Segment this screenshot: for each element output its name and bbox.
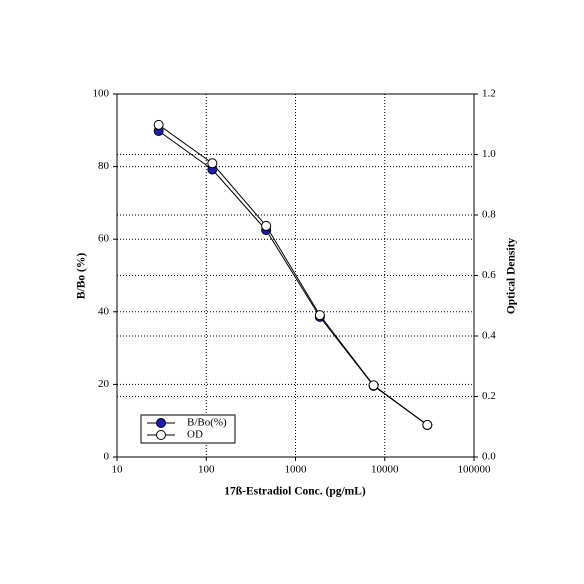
- data-point: [207, 158, 218, 169]
- data-point: [153, 119, 164, 130]
- y-tick-label: 40: [98, 305, 110, 317]
- legend-label: B/Bo(%): [187, 417, 227, 429]
- y2-tick-label: 1.2: [482, 88, 496, 100]
- y2-tick-label: 0.2: [482, 390, 496, 402]
- y-axis-title: B/Bo (%): [76, 253, 88, 299]
- x-axis-title: 17ß-Estradiol Conc. (pg/mL): [224, 486, 366, 498]
- y-tick-label: 20: [98, 378, 110, 390]
- data-point: [422, 419, 433, 430]
- data-point: [314, 310, 325, 321]
- y2-tick-label: 0.0: [482, 451, 496, 463]
- y-tick-label: 0: [104, 451, 110, 463]
- data-point: [261, 220, 272, 231]
- y-tick-label: 100: [93, 88, 110, 100]
- x-tick-label: 100: [198, 464, 215, 476]
- plot-frame: [116, 93, 475, 458]
- y2-tick-label: 0.8: [482, 209, 496, 221]
- y2-tick-label: 0.4: [482, 330, 496, 342]
- legend-marker: [156, 430, 166, 440]
- legend-box: [140, 414, 236, 444]
- y2-tick-label: 0.6: [482, 269, 496, 281]
- data-point: [368, 380, 379, 391]
- legend-label: OD: [187, 429, 203, 441]
- series-line: [158, 124, 428, 426]
- x-tick-label: 1000: [285, 464, 308, 476]
- x-tick-label: 10000: [371, 464, 399, 476]
- x-tick-label: 100000: [458, 464, 492, 476]
- y-tick-label: 60: [98, 233, 110, 245]
- legend-marker: [156, 418, 166, 428]
- y-tick-label: 80: [98, 160, 110, 172]
- x-tick-label: 10: [112, 464, 124, 476]
- y2-tick-label: 1.0: [482, 148, 496, 160]
- y2-axis-title: Optical Density: [506, 238, 518, 315]
